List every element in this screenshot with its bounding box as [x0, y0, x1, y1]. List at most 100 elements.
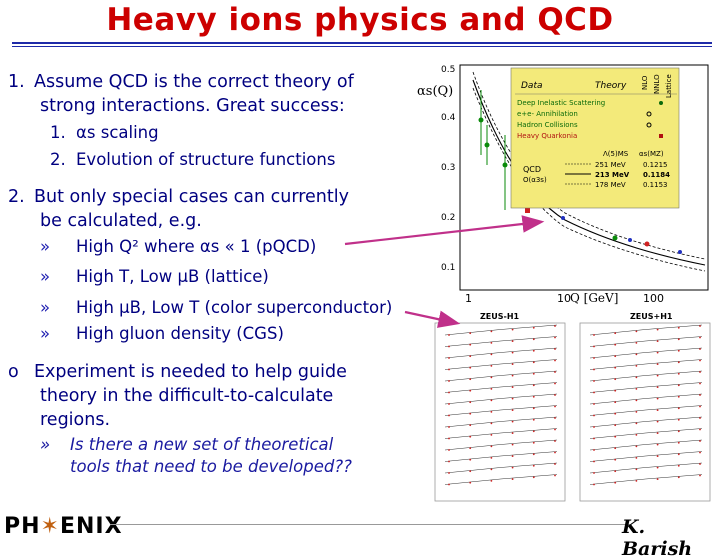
structure-function-point: [448, 357, 450, 359]
item-2-number: 2.: [8, 187, 25, 207]
structure-function-point: [656, 351, 659, 354]
structure-function-point: [656, 466, 659, 469]
structure-function-point: [469, 378, 472, 381]
structure-function-point: [469, 481, 472, 484]
structure-function-point: [448, 414, 450, 417]
phenix-logo-left: PH: [4, 514, 41, 539]
structure-function-curve: [589, 359, 703, 370]
structure-function-point: [656, 420, 659, 423]
alpha-plot-ylabel: αs(Q): [417, 84, 453, 99]
sub2-item-4-text: High gluon density (CGS): [76, 324, 284, 343]
structure-function-point: [554, 371, 556, 373]
data-point: [561, 216, 565, 220]
item-1-line2: strong interactions. Great success:: [40, 96, 345, 116]
structure-function-point: [554, 405, 556, 408]
structure-function-point: [490, 434, 493, 436]
sub2-item-3-text: High μB, Low T (color superconductor): [76, 298, 393, 317]
structure-function-point: [490, 342, 493, 344]
structure-function-point: [656, 455, 659, 457]
structure-function-point: [469, 412, 472, 415]
legend-marker: [646, 111, 652, 117]
structure-function-point: [593, 449, 595, 451]
structure-function-point: [677, 361, 680, 364]
qcd-curve-lower: [472, 87, 706, 272]
structure-function-point: [614, 355, 617, 358]
legend-lambda-1: 251 MeV: [595, 161, 626, 169]
structure-function-point: [699, 382, 701, 385]
zeus-left-label: ZEUS-H1: [480, 312, 520, 321]
legend-lambda-2: 213 MeV: [595, 171, 630, 179]
legend-lambda-head: Λ(5)MS: [603, 150, 629, 158]
structure-function-point: [554, 359, 556, 362]
structure-function-point: [448, 449, 450, 451]
structure-function-point: [511, 340, 514, 342]
structure-function-point: [614, 389, 617, 392]
data-points-blue: [561, 216, 682, 254]
structure-function-point: [593, 414, 595, 417]
structure-function-curve: [589, 336, 703, 347]
structure-function-point: [532, 430, 535, 433]
structure-function-curve: [589, 324, 703, 336]
structure-function-point: [554, 336, 556, 339]
legend-row-ee: e+e- Annihilation: [517, 110, 578, 118]
structure-function-point: [448, 345, 450, 348]
experiment-line2: theory in the difficult-to-calculate: [40, 386, 334, 406]
structure-function-point: [699, 463, 701, 465]
data-point: [644, 241, 650, 247]
data-point: [525, 208, 530, 213]
footer-divider: [110, 524, 630, 525]
structure-function-point: [656, 443, 659, 446]
structure-function-point: [490, 399, 493, 402]
structure-function-point: [699, 440, 701, 442]
legend-head-theory: Theory: [595, 81, 627, 91]
alpha-plot-xlabel: Q [GeV]: [570, 291, 618, 305]
experiment-line3: regions.: [40, 410, 111, 430]
sub2-item-2-bullet: »: [40, 267, 51, 286]
structure-function-point: [554, 463, 556, 465]
structure-function-point: [490, 411, 493, 413]
structure-function-point: [593, 426, 595, 428]
item-1: 1. Assume QCD is the correct theory of: [8, 70, 354, 94]
structure-function-point: [635, 457, 638, 459]
structure-function-point: [511, 432, 514, 434]
sub2-item-2-text: High T, Low μB (lattice): [76, 267, 269, 286]
structure-function-point: [554, 325, 556, 327]
alpha-s-plot: αs(Q) 0.5 0.4 0.3 0.2 0.1 1 10 100 Q [Ge…: [417, 64, 709, 305]
structure-function-point: [635, 342, 638, 344]
sub2-item-1-text: High Q² where αs « 1 (pQCD): [76, 237, 317, 256]
structure-function-curve: [589, 393, 703, 405]
sub2-item-1-bullet: »: [40, 237, 51, 256]
structure-function-point: [656, 432, 659, 434]
y-tick-0.4: 0.4: [441, 113, 456, 123]
sub2-item-3: » High μB, Low T (color superconductor): [40, 297, 392, 319]
legend-alpha-3: 0.1153: [643, 181, 668, 189]
structure-function-point: [448, 472, 450, 474]
structure-function-point: [448, 368, 450, 371]
legend-alpha-head: αs(MZ): [639, 150, 664, 158]
structure-function-point: [614, 332, 617, 335]
structure-function-curve: [589, 451, 703, 462]
structure-function-point: [677, 418, 680, 421]
sub1-item-1: 1. αs scaling: [50, 122, 159, 144]
legend-lambda-3: 178 MeV: [595, 181, 626, 189]
structure-function-point: [677, 349, 680, 352]
structure-function-point: [656, 478, 659, 480]
structure-function-point: [490, 422, 493, 425]
structure-function-point: [656, 409, 659, 411]
structure-function-curve: [444, 405, 558, 416]
data-point: [628, 238, 632, 242]
structure-function-point: [511, 374, 514, 377]
structure-function-point: [677, 476, 680, 479]
structure-function-point: [490, 468, 493, 471]
structure-function-point: [554, 348, 556, 350]
structure-function-point: [532, 441, 535, 444]
structure-function-curve: [444, 359, 558, 370]
zeus-left-panel: [434, 322, 566, 502]
structure-function-point: [554, 382, 556, 385]
structure-function-point: [490, 457, 493, 459]
legend-row-hadron: Hadron Collisions: [517, 121, 578, 129]
structure-function-curve: [589, 474, 703, 485]
x-tick-1: 1: [465, 292, 472, 305]
structure-function-point: [593, 334, 595, 336]
title-underline-bottom: [12, 46, 712, 47]
